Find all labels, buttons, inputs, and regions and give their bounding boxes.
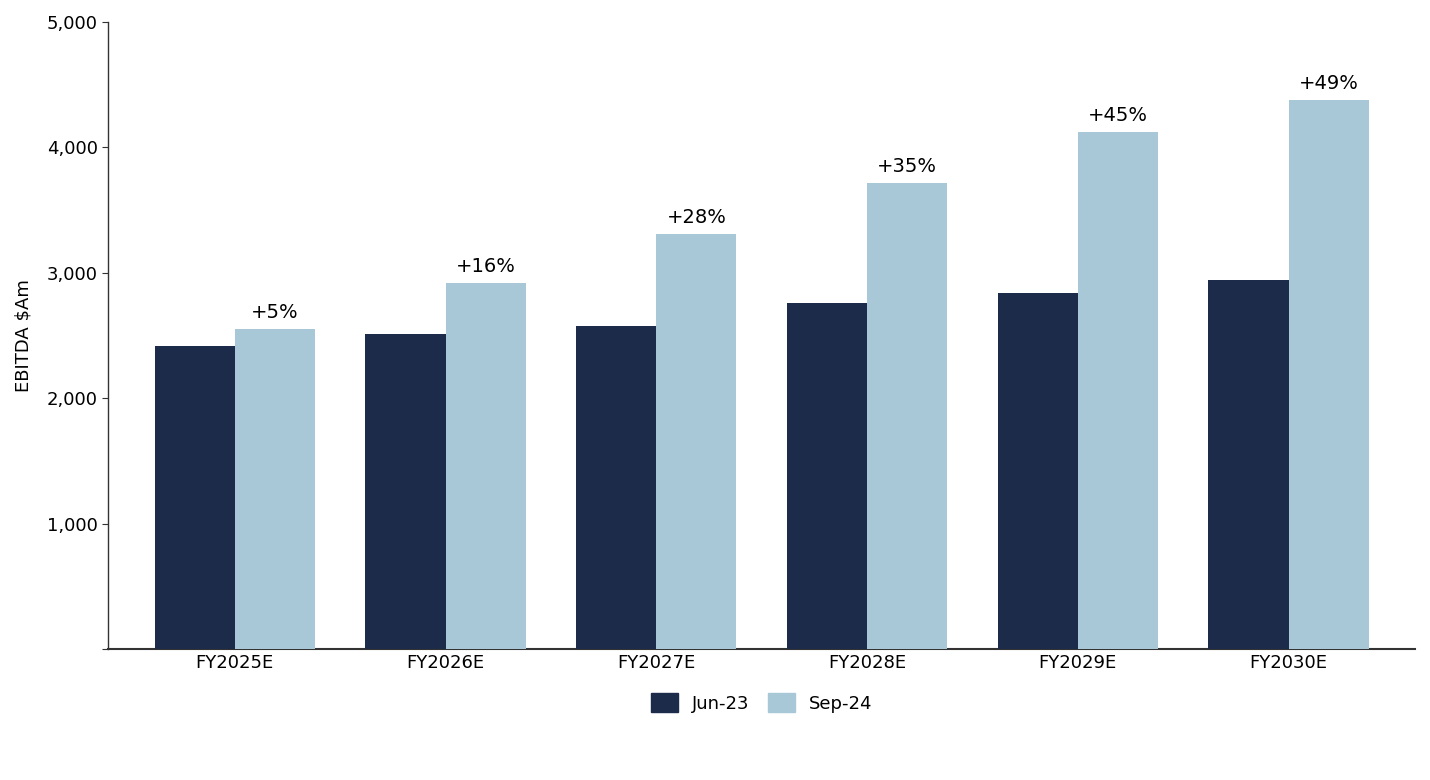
Bar (1288, 100, 1369, 649)
Text: +5%: +5% (252, 303, 299, 322)
Bar (1078, 133, 1158, 649)
Bar (235, 329, 315, 649)
Bar (787, 303, 867, 649)
Text: +16%: +16% (456, 257, 515, 276)
Bar (1208, 280, 1288, 649)
Bar (656, 234, 736, 649)
Legend: Jun-23, Sep-24: Jun-23, Sep-24 (642, 684, 882, 722)
Bar (867, 183, 947, 649)
Text: +28%: +28% (666, 208, 726, 227)
Text: +35%: +35% (877, 157, 937, 176)
Bar (998, 293, 1078, 649)
Y-axis label: EBITDA $Am: EBITDA $Am (14, 279, 33, 392)
Text: +49%: +49% (1298, 74, 1358, 93)
Bar (154, 346, 235, 649)
Bar (446, 283, 526, 649)
Bar (366, 335, 446, 649)
Bar (576, 325, 656, 649)
Text: +45%: +45% (1088, 107, 1148, 126)
